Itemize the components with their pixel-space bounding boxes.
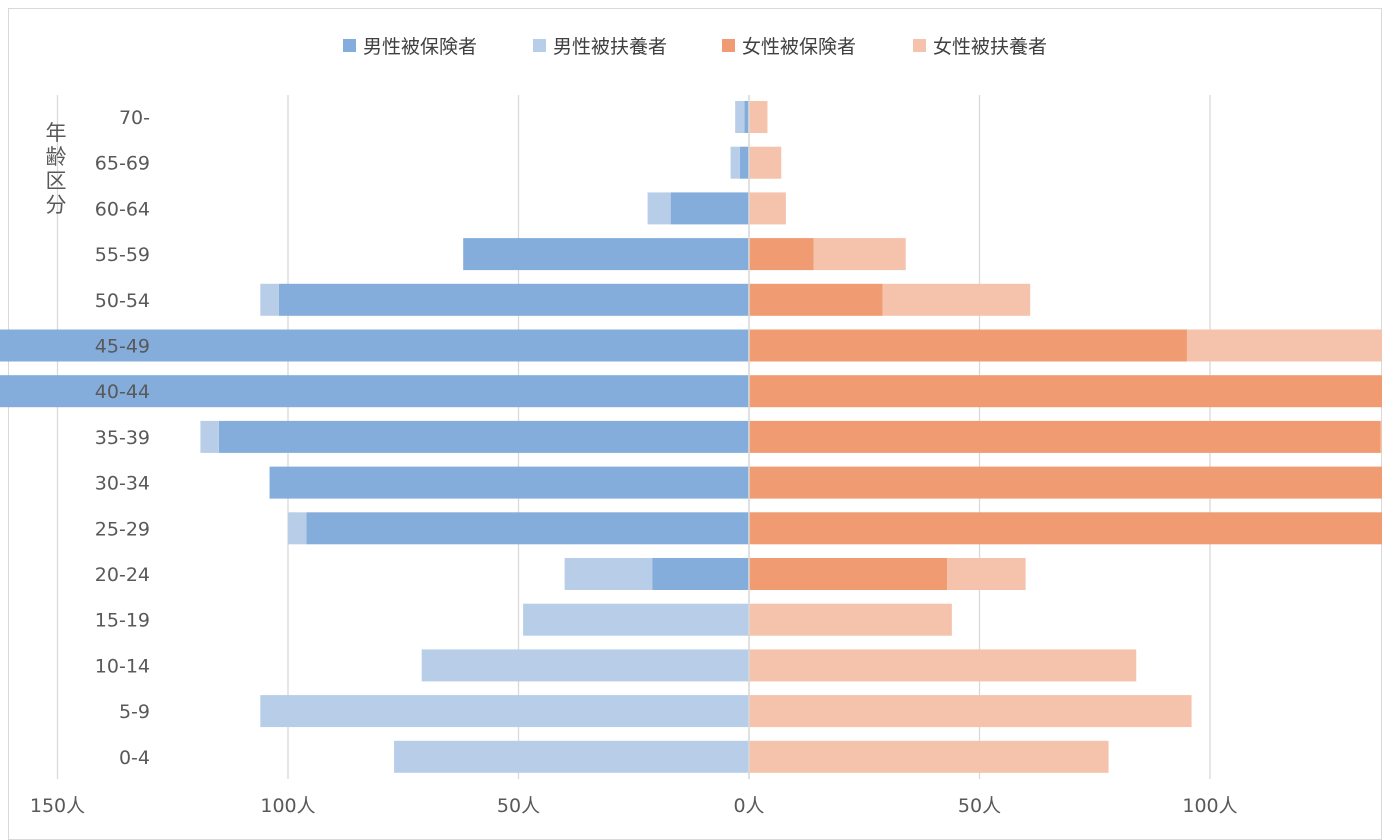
bars xyxy=(0,101,1382,773)
category-label: 70- xyxy=(119,107,150,129)
x-tick-label: 100人 xyxy=(1182,795,1237,817)
bar-segment xyxy=(269,466,749,499)
bar-segment xyxy=(735,101,745,133)
bar-segment xyxy=(652,558,749,590)
bar-segment xyxy=(1380,420,1382,453)
category-label: 50-54 xyxy=(95,290,150,312)
bar-segment xyxy=(749,238,814,271)
category-label: 65-69 xyxy=(95,153,150,175)
bar-segment xyxy=(749,192,786,225)
y-axis-label: 年齢区分 xyxy=(46,121,67,217)
category-label: 25-29 xyxy=(95,518,150,540)
x-tick-label: 0人 xyxy=(733,795,764,817)
category-label: 20-24 xyxy=(95,564,150,586)
bar-segment xyxy=(260,283,279,316)
bar-segment xyxy=(749,375,1382,408)
category-label: 30-34 xyxy=(95,473,150,495)
bar-segment xyxy=(0,375,750,408)
legend-item: 男性被保険者 xyxy=(343,36,477,58)
bar-segment xyxy=(218,420,750,453)
bar-segment xyxy=(670,192,749,225)
legend-swatch xyxy=(533,39,546,52)
bar-segment xyxy=(749,558,948,590)
bar-segment xyxy=(749,329,1187,362)
legend-label: 女性被保険者 xyxy=(742,36,856,58)
bar-segment xyxy=(394,740,749,773)
category-label: 40-44 xyxy=(95,381,150,403)
bar-segment xyxy=(744,101,749,133)
bar-segment xyxy=(749,146,782,179)
bar-segment xyxy=(947,558,1026,590)
bar-segment xyxy=(749,740,1109,773)
x-tick-label: 50人 xyxy=(958,795,1001,817)
category-label: 35-39 xyxy=(95,427,150,449)
bar-segment xyxy=(200,420,219,453)
bar-segment xyxy=(882,283,1031,316)
bar-segment xyxy=(749,101,768,133)
legend: 男性被保険者 男性被扶養者 女性被保険者 女性被扶養者 xyxy=(343,36,1047,58)
bar-segment xyxy=(1186,329,1382,362)
x-tick-label: 150人 xyxy=(30,795,85,817)
legend-label: 男性被保険者 xyxy=(363,36,477,58)
bar-segment xyxy=(739,146,749,179)
category-label: 10-14 xyxy=(95,655,150,677)
axes: 250人200人150人100人50人0人50人100人150人200人250人… xyxy=(30,95,1238,817)
bar-segment xyxy=(749,283,883,316)
category-label: 45-49 xyxy=(95,336,150,358)
category-label: 55-59 xyxy=(95,244,150,266)
bar-segment xyxy=(463,238,749,271)
bar-segment xyxy=(749,512,1382,545)
category-label: 0-4 xyxy=(119,747,150,769)
bar-segment xyxy=(647,192,671,225)
bar-segment xyxy=(288,512,307,545)
x-tick-label: 100人 xyxy=(260,795,315,817)
category-label: 15-19 xyxy=(95,610,150,632)
legend-label: 男性被扶養者 xyxy=(553,36,667,58)
bar-segment xyxy=(421,649,749,682)
legend-swatch xyxy=(343,39,356,52)
bar-segment xyxy=(0,329,750,362)
bar-segment xyxy=(278,283,749,316)
bar-segment xyxy=(749,649,1137,682)
bar-segment xyxy=(749,420,1381,453)
bar-segment xyxy=(564,558,653,590)
bar-segment xyxy=(260,695,749,728)
legend-label: 女性被扶養者 xyxy=(933,36,1047,58)
category-label: 5-9 xyxy=(119,701,150,723)
bar-segment xyxy=(749,695,1192,728)
bar-segment xyxy=(813,238,906,271)
bar-segment xyxy=(523,603,749,636)
bar-segment xyxy=(749,603,952,636)
legend-swatch xyxy=(913,39,926,52)
bar-segment xyxy=(730,146,740,179)
category-label: 60-64 xyxy=(95,198,150,220)
bar-segment xyxy=(749,466,1382,499)
legend-item: 男性被扶養者 xyxy=(533,36,667,58)
legend-item: 女性被扶養者 xyxy=(913,36,1047,58)
x-tick-label: 50人 xyxy=(497,795,540,817)
bar-segment xyxy=(306,512,749,545)
legend-swatch xyxy=(722,39,735,52)
legend-item: 女性被保険者 xyxy=(722,36,856,58)
